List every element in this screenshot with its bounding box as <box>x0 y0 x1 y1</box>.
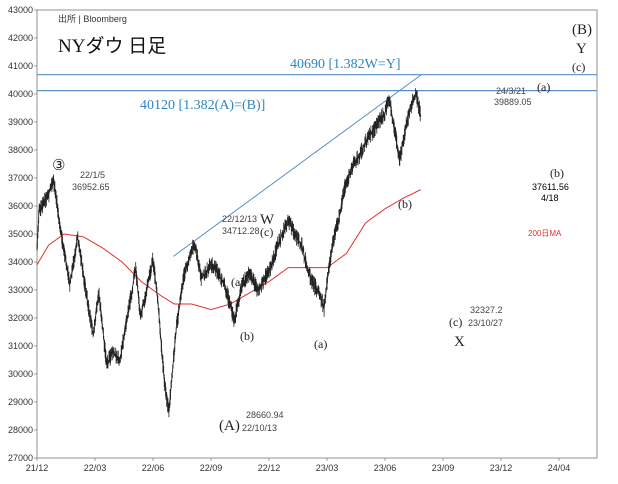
price-series-line <box>36 88 422 418</box>
y-tick-label: 29000 <box>8 397 33 407</box>
wave-label-a-2023: (a) <box>314 337 327 351</box>
plot-frame <box>36 9 598 459</box>
x-axis: 21/12 22/03 22/06 22/09 22/12 23/03 23/06 23/09… <box>26 458 571 473</box>
y-tick-label: 36000 <box>8 201 33 211</box>
y-tick-label: 27000 <box>8 453 33 463</box>
annotation-value-high-2024-03: 39889.05 <box>494 97 532 107</box>
x-tick-label: 22/03 <box>84 463 107 473</box>
x-tick-label: 21/12 <box>26 463 49 473</box>
level-label-40690: 40690 [1.382W=Y] <box>290 57 401 72</box>
annotation-date-low-2022-10: 22/10/13 <box>242 423 277 433</box>
y-tick-label: 34000 <box>8 257 33 267</box>
y-tick-label: 40000 <box>8 89 33 99</box>
wave-label-c-2023: (c) <box>449 315 462 329</box>
annotation-date-low-2024-04: 4/18 <box>541 193 559 203</box>
y-tick-label: 43000 <box>8 5 33 15</box>
annotation-value-low-2023-10: 32327.2 <box>470 305 503 315</box>
ma200-label: 200日MA <box>528 229 562 238</box>
wave-label-3: ③ <box>52 158 65 174</box>
y-tick-label: 30000 <box>8 369 33 379</box>
y-tick-label: 28000 <box>8 425 33 435</box>
annotation-value-low-2022-10: 28660.94 <box>246 410 284 420</box>
y-tick-label: 32000 <box>8 313 33 323</box>
wave-label-a-2022: (a) <box>231 275 244 289</box>
x-tick-label: 24/04 <box>548 463 571 473</box>
source-label: 出所 | Bloomberg <box>58 13 127 24</box>
y-tick-label: 42000 <box>8 33 33 43</box>
annotation-value-high-2022-12: 34712.28 <box>222 226 260 236</box>
horizontal-levels <box>37 74 597 92</box>
y-tick-label: 35000 <box>8 229 33 239</box>
y-tick-label: 37000 <box>8 173 33 183</box>
y-tick-label: 33000 <box>8 285 33 295</box>
annotation-date-low-2023-10: 23/10/27 <box>468 318 503 328</box>
y-axis: 27000 28000 29000 30000 31000 32000 33000 34000… <box>8 5 37 463</box>
wave-label-c-2024: (c) <box>572 60 585 74</box>
x-tick-label: 23/06 <box>374 463 397 473</box>
wave-label-b-2022: (b) <box>240 329 254 343</box>
x-tick-label: 22/12 <box>258 463 281 473</box>
annotation-date-peak-2022-01: 22/1/5 <box>80 170 105 180</box>
y-tick-label: 31000 <box>8 341 33 351</box>
x-tick-label: 22/06 <box>142 463 165 473</box>
chart-title: NYダウ 日足 <box>58 35 166 57</box>
wave-label-b-2023: (b) <box>398 197 412 211</box>
wave-label-Y: Y <box>576 41 587 57</box>
wave-label-a-2024: (a) <box>537 80 550 94</box>
wave-label-B: (B) <box>572 22 592 38</box>
wave-label-W: W <box>260 212 275 228</box>
wave-label-c-2022: (c) <box>260 225 273 239</box>
annotation-date-high-2022-12: 22/12/13 <box>222 214 257 224</box>
x-tick-label: 23/12 <box>490 463 513 473</box>
trendline <box>173 73 423 257</box>
y-tick-label: 38000 <box>8 145 33 155</box>
annotation-date-high-2024-03: 24/3/21 <box>496 86 526 96</box>
x-tick-label: 23/03 <box>316 463 339 473</box>
x-tick-label: 22/09 <box>200 463 223 473</box>
annotation-value-peak-2022-01: 36952.65 <box>72 182 110 192</box>
x-tick-label: 23/09 <box>432 463 455 473</box>
ma200-line <box>36 189 421 311</box>
wave-label-b-2024: (b) <box>550 166 564 180</box>
wave-label-X: X <box>454 334 465 350</box>
level-label-40120: 40120 [1.382(A)=(B)] <box>140 98 265 113</box>
wave-label-A: (A) <box>219 418 240 434</box>
y-tick-label: 39000 <box>8 117 33 127</box>
y-tick-label: 41000 <box>8 61 33 71</box>
annotation-value-low-2024-04: 37611.56 <box>532 182 569 192</box>
